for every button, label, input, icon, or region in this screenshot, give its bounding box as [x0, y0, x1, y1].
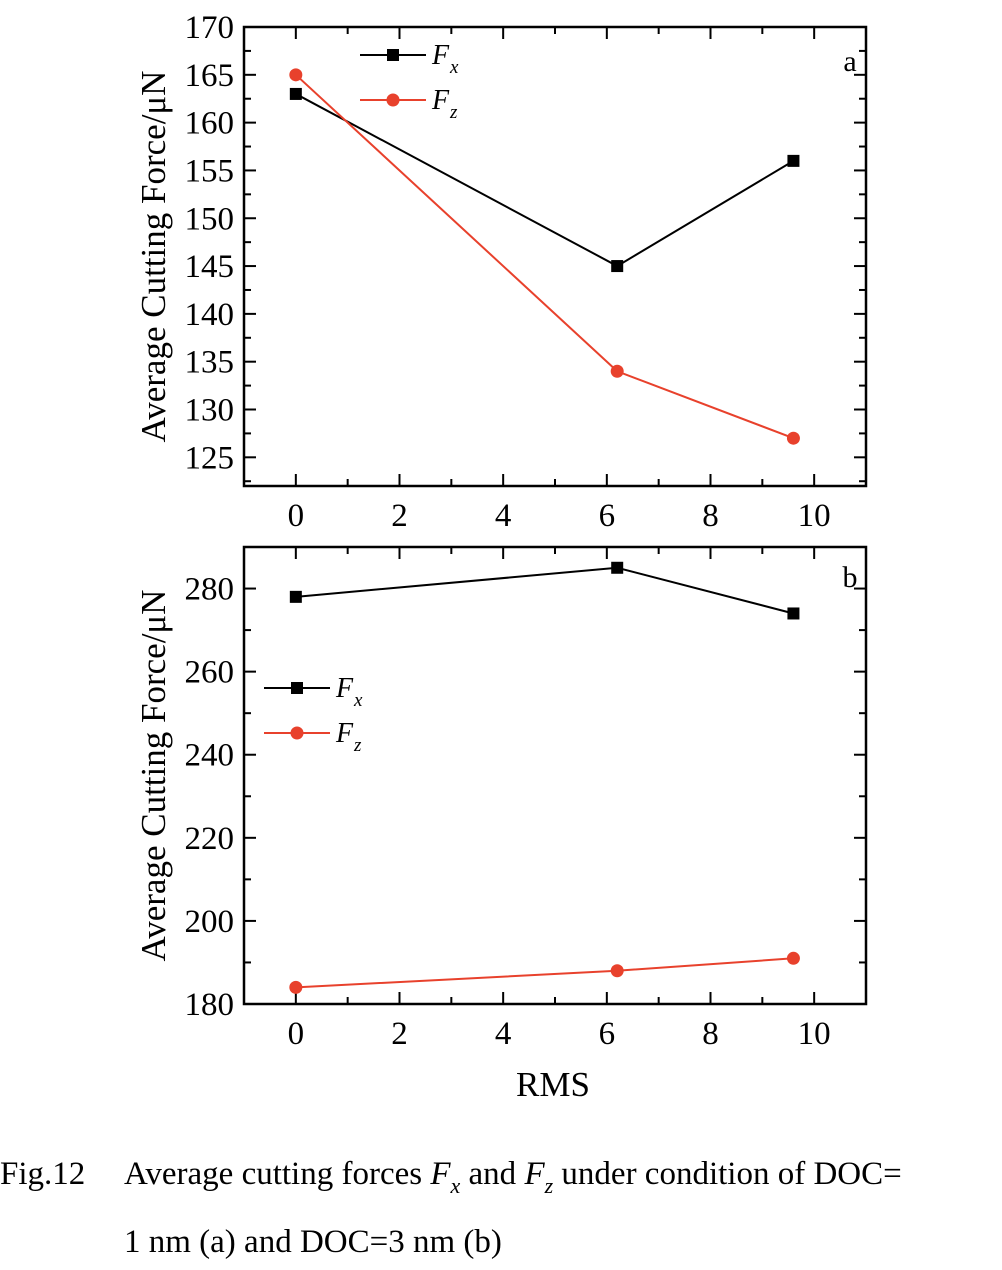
x-tick-label: 0	[288, 498, 305, 534]
data-point-x	[611, 561, 624, 574]
series-line-x	[295, 93, 794, 268]
y-tick-label: 180	[185, 987, 235, 1023]
x-tick-label: 6	[599, 1016, 616, 1052]
y-axis-title: Average Cutting Force/μN	[134, 71, 173, 443]
series-line-z	[295, 957, 794, 989]
y-tick-label: 240	[185, 738, 235, 774]
series-line-z	[295, 74, 794, 440]
data-point-z	[289, 980, 303, 994]
legend-label-z: F	[431, 85, 450, 116]
y-tick-label: 280	[185, 572, 235, 608]
x-tick-label: 6	[599, 498, 616, 534]
legend-subscript-z: z	[449, 102, 458, 123]
chart-panel-b: 0 2 4 6 8 10 180 200 220 240 260 280 Average Cutting…	[134, 545, 868, 1100]
y-tick-label: 135	[185, 345, 235, 381]
y-tick-label: 140	[185, 297, 235, 333]
y-tick-label: 155	[185, 153, 235, 189]
figure-caption: Fig.12 Average cutting forces Fx and Fz u…	[0, 1146, 1002, 1270]
x-tick-label: 10	[798, 498, 831, 534]
y-tick-label: 125	[185, 440, 235, 476]
data-point-z	[610, 964, 624, 978]
x-tick-label: 8	[702, 1016, 719, 1052]
data-point-x	[611, 260, 624, 273]
legend-subscript-x: x	[449, 57, 459, 78]
caption-text-rest: under condition of DOC=	[561, 1156, 902, 1192]
legend-marker-z	[386, 93, 400, 107]
legend-label-x: F	[431, 40, 450, 71]
data-point-x	[787, 154, 800, 167]
legend-marker-z	[290, 726, 304, 740]
data-point-z	[289, 68, 303, 82]
caption-figure-number: Fig.12	[0, 1156, 86, 1192]
data-point-x	[289, 87, 302, 100]
x-tick-label: 10	[798, 1016, 831, 1052]
caption-text-start: Average cutting forces	[124, 1156, 423, 1192]
plot-frame	[242, 545, 868, 1006]
panel-label: a	[843, 45, 856, 78]
x-tick-label: 2	[391, 498, 408, 534]
series-line-x	[295, 566, 794, 615]
caption-conj: and	[468, 1156, 517, 1192]
figure-12: 0 2 4 6 8 10 125 130 135 140 145 150 155 160 165 170 Ave…	[134, 10, 868, 1100]
data-point-z	[610, 364, 624, 378]
legend-subscript-z: z	[353, 735, 362, 756]
chart-panel-a: 0 2 4 6 8 10 125 130 135 140 145 150 155 160 165 170 Ave…	[134, 10, 868, 534]
y-tick-label: 260	[185, 655, 235, 691]
x-tick-label: 8	[702, 498, 719, 534]
caption-line-1: Fig.12 Average cutting forces Fx and Fz u…	[0, 1146, 1002, 1214]
legend-label-z: F	[335, 718, 354, 749]
legend-subscript-x: x	[353, 690, 363, 711]
caption-var-fz: F	[524, 1156, 545, 1192]
caption-sub-x: x	[450, 1173, 461, 1198]
data-point-z	[786, 431, 800, 445]
y-axis-title: Average Cutting Force/μN	[134, 590, 173, 962]
y-tick-label: 220	[185, 821, 235, 857]
legend-marker-x	[291, 682, 303, 694]
x-tick-label: 4	[495, 1016, 512, 1052]
caption-line-2: 1 nm (a) and DOC=3 nm (b)	[0, 1214, 1002, 1270]
x-tick-label: 2	[391, 1016, 408, 1052]
x-axis-title: RMS	[516, 1065, 590, 1100]
x-tick-label: 0	[288, 1016, 305, 1052]
y-tick-label: 170	[185, 10, 235, 46]
caption-sub-z: z	[544, 1173, 554, 1198]
y-tick-label: 200	[185, 904, 235, 940]
y-tick-label: 150	[185, 201, 235, 237]
y-tick-label: 145	[185, 249, 235, 285]
data-point-x	[289, 590, 302, 603]
x-tick-label: 4	[495, 498, 512, 534]
y-tick-label: 165	[185, 58, 235, 94]
y-tick-label: 130	[185, 393, 235, 429]
caption-var-fx: F	[430, 1156, 451, 1192]
caption-text-line2: 1 nm (a) and DOC=3 nm (b)	[124, 1224, 502, 1260]
y-tick-label: 160	[185, 106, 235, 142]
legend-marker-x	[387, 49, 399, 61]
plot-frame	[242, 25, 868, 488]
panel-label: b	[843, 561, 858, 594]
data-point-x	[787, 607, 800, 620]
legend-label-x: F	[335, 673, 354, 704]
data-point-z	[786, 951, 800, 965]
